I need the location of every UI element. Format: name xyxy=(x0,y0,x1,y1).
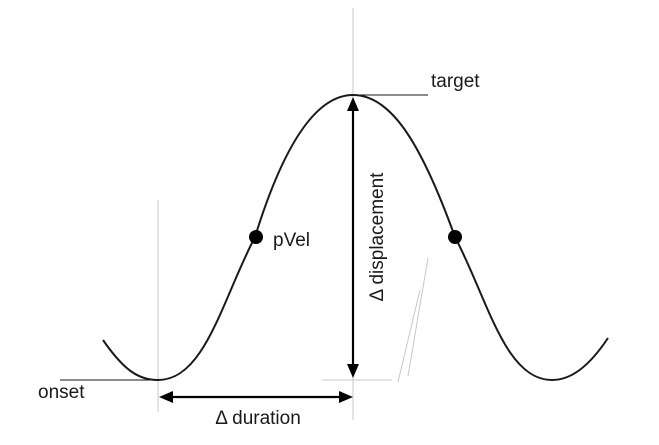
position-trajectory-curve xyxy=(102,93,609,382)
peak-velocity-marker-falling xyxy=(448,230,462,244)
faint-artifact-line-2 xyxy=(397,289,421,383)
target-label: target xyxy=(431,71,480,92)
displacement-arrowhead-down xyxy=(347,364,359,378)
peak-velocity-label: pVel xyxy=(273,230,310,251)
duration-label: Δ duration xyxy=(215,408,301,429)
displacement-arrowhead-up xyxy=(347,97,359,111)
duration-arrowhead-left xyxy=(159,391,173,403)
faint-artifact-line-1 xyxy=(407,257,429,377)
duration-arrowhead-right xyxy=(339,391,353,403)
peak-velocity-marker-rising xyxy=(249,230,263,244)
displacement-label: Δ displacement xyxy=(367,172,388,302)
onset-label: onset xyxy=(38,382,85,403)
